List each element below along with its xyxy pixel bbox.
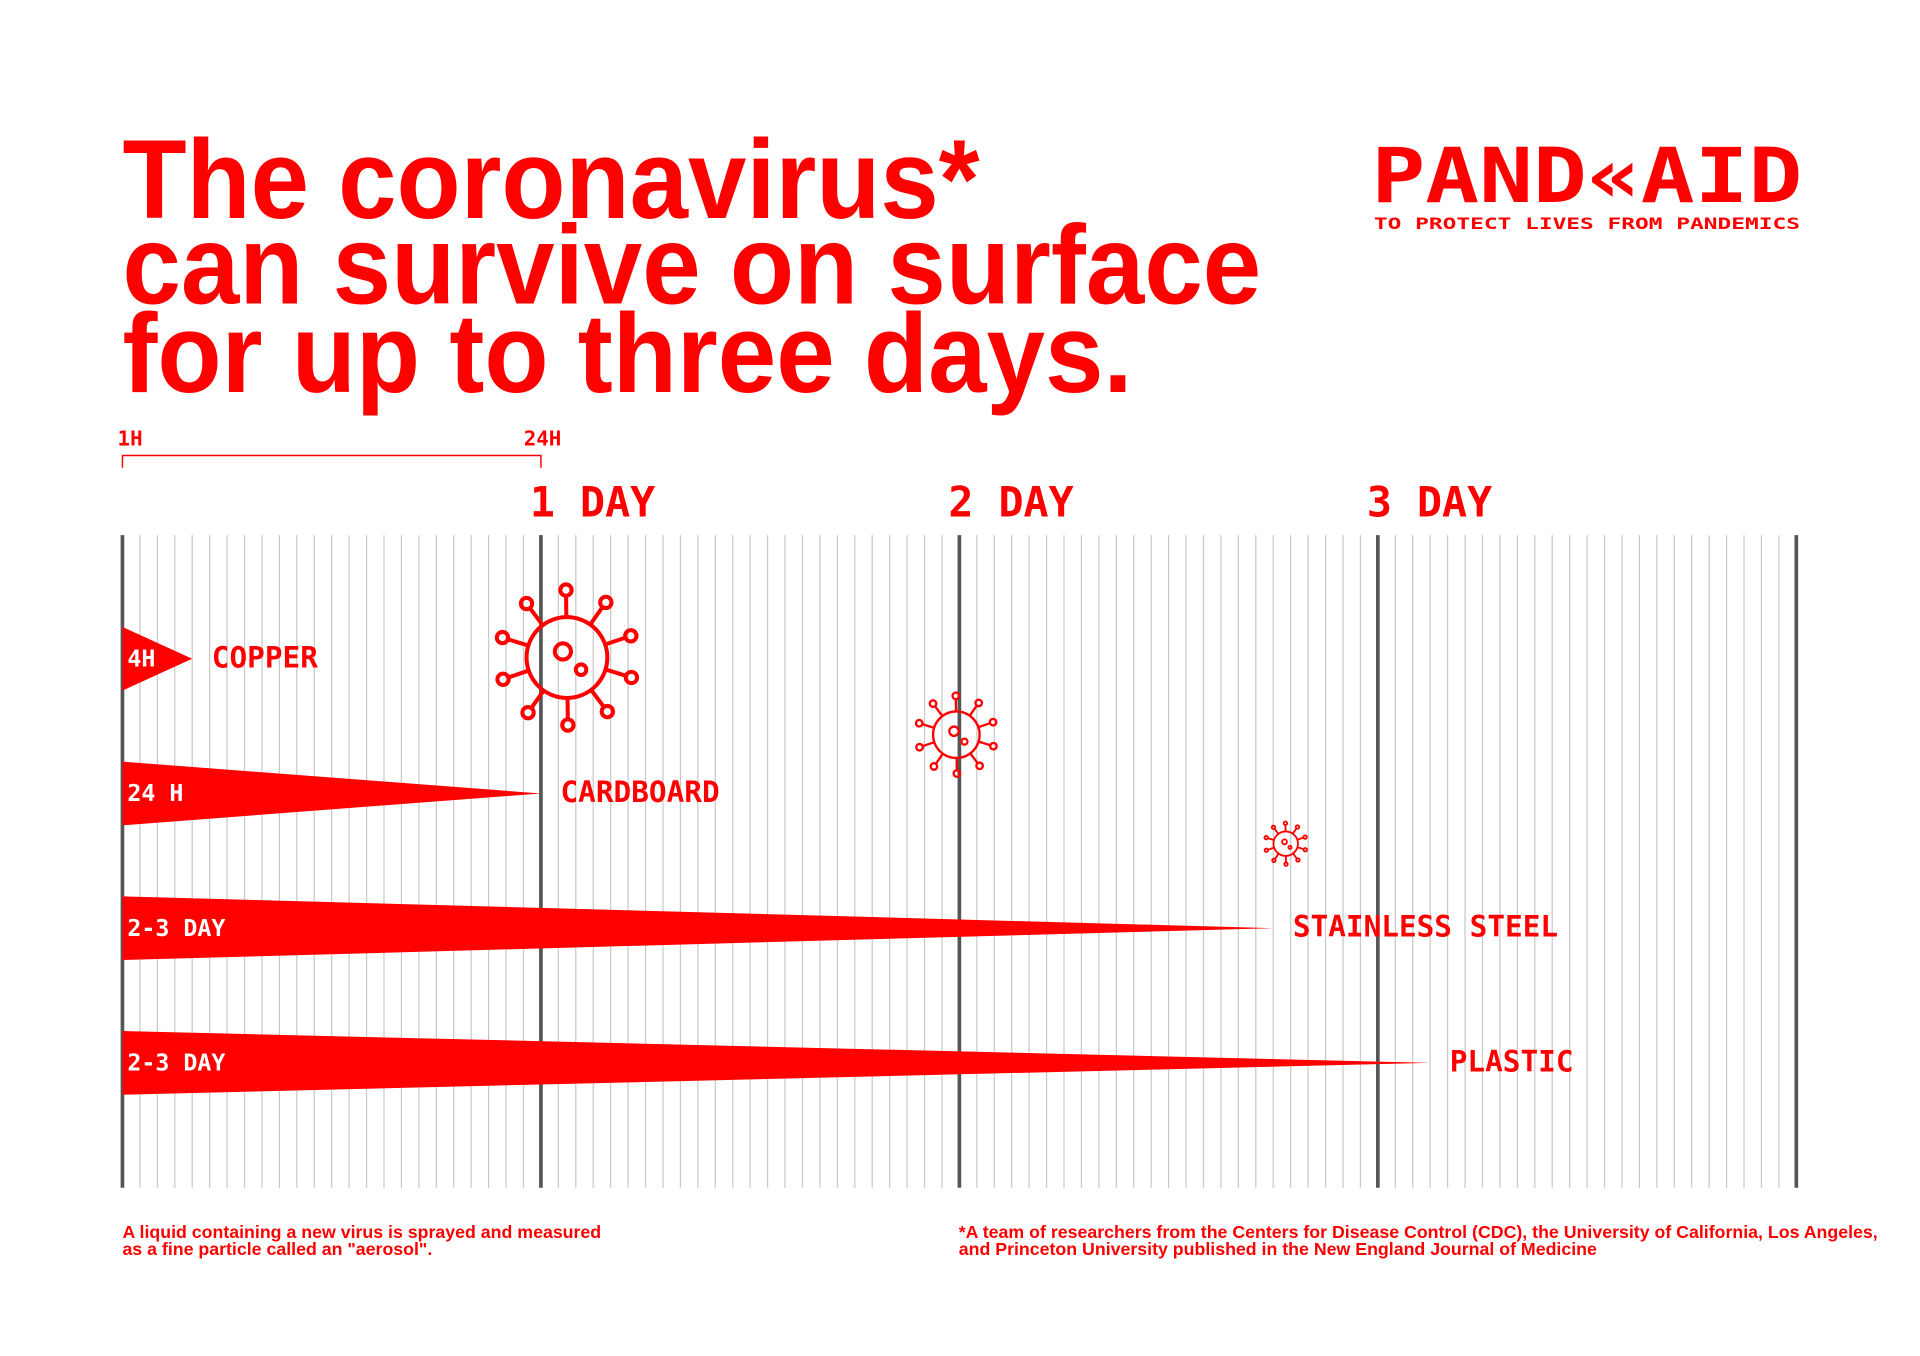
- value-label: 2-3 DAY: [127, 1050, 225, 1077]
- bracket: [121, 454, 542, 468]
- virus-tip: [1282, 820, 1289, 826]
- footnote: and Princeton University published in th…: [959, 1239, 1597, 1259]
- virus-tip: [915, 742, 924, 752]
- virus-tip: [518, 595, 535, 612]
- category-label: STAINLESS STEEL: [1293, 910, 1558, 944]
- virus-tip: [928, 699, 938, 709]
- virus-spike: [921, 741, 935, 748]
- virus-tip: [951, 691, 961, 701]
- virus-body: [1272, 830, 1299, 857]
- virus-icon: [1263, 820, 1308, 867]
- virus-spike: [588, 605, 605, 626]
- bracket-label: 1H: [118, 427, 143, 451]
- virus-dot: [1281, 838, 1288, 846]
- title-line: can survive on surface: [122, 202, 1261, 328]
- virus-tip: [598, 594, 614, 611]
- virus-spike: [969, 752, 979, 765]
- footnote: as a fine particle called an "aerosol".: [122, 1239, 432, 1259]
- virus-icons: [494, 582, 1308, 867]
- virus-tip: [914, 718, 924, 728]
- virus-tip: [988, 717, 998, 727]
- virus-spike: [978, 740, 992, 747]
- virus-dot: [573, 662, 589, 677]
- virus-spike: [933, 705, 944, 717]
- virus-tip: [1302, 834, 1308, 840]
- virus-tip: [520, 705, 536, 721]
- virus-spike: [604, 635, 627, 647]
- virus-tip: [1302, 847, 1308, 853]
- virus-dot: [552, 641, 574, 662]
- virus-spike: [506, 637, 529, 648]
- x-tick-label: 1 DAY: [530, 478, 655, 527]
- virus-tip: [1271, 857, 1277, 864]
- virus-spike: [507, 668, 530, 680]
- value-label: 24 H: [127, 780, 183, 807]
- virus-icon: [914, 691, 998, 778]
- brand-name: PAND«AID: [1371, 132, 1802, 220]
- virus-spike: [604, 667, 628, 678]
- virus-dot: [1287, 844, 1293, 850]
- virus-tip: [1283, 861, 1289, 867]
- virus-body: [931, 710, 981, 760]
- virus-body: [524, 615, 610, 700]
- virus-tip: [623, 669, 640, 686]
- virus-spike: [529, 689, 546, 710]
- x-tick-label: 2 DAY: [948, 478, 1073, 527]
- virus-icon: [494, 582, 640, 733]
- virus-tip: [952, 769, 962, 778]
- virus-tip: [1263, 847, 1269, 853]
- brand-tagline: TO PROTECT LIVES FROM PANDEMICS: [1374, 214, 1800, 233]
- category-label: CARDBOARD: [561, 775, 720, 809]
- bar: [122, 761, 541, 826]
- virus-spike: [921, 722, 935, 729]
- category-label: COPPER: [212, 640, 318, 674]
- virus-spike: [589, 688, 607, 709]
- title-line: for up to three days.: [122, 290, 1132, 416]
- virus-tip: [1263, 834, 1269, 841]
- title-line: The coronavirus*: [122, 116, 979, 242]
- value-label: 4H: [127, 646, 155, 673]
- virus-tip: [989, 741, 998, 751]
- value-label: 2-3 DAY: [127, 915, 225, 942]
- virus-tip: [929, 762, 939, 771]
- virus-tip: [1295, 857, 1301, 863]
- virus-tip: [494, 629, 511, 646]
- category-label: PLASTIC: [1450, 1044, 1574, 1078]
- virus-tip: [623, 628, 639, 644]
- virus-tip: [599, 703, 616, 720]
- virus-tip: [560, 717, 576, 733]
- virus-tip: [975, 761, 985, 771]
- virus-spike: [527, 606, 545, 627]
- virus-spike: [977, 721, 991, 729]
- x-tick-label: 3 DAY: [1367, 478, 1492, 527]
- virus-tip: [1270, 824, 1277, 830]
- footnote: A liquid containing a new virus is spray…: [122, 1222, 601, 1242]
- footnote: *A team of researchers from the Centers …: [959, 1222, 1878, 1242]
- bracket-label: 24H: [524, 427, 562, 451]
- bar: [122, 1031, 1431, 1095]
- bar: [122, 896, 1274, 960]
- virus-spike: [968, 704, 979, 717]
- virus-tip: [558, 582, 574, 598]
- virus-tip: [495, 671, 511, 687]
- marks: 4H COPPER 24 H CARDBOARD 2-3 DAY STAINLESS ST…: [122, 626, 1574, 1095]
- virus-dot: [948, 725, 960, 738]
- virus-dot: [960, 737, 969, 746]
- virus-tip: [1294, 824, 1301, 830]
- virus-tip: [974, 698, 984, 708]
- virus-spike: [934, 753, 944, 765]
- bar: [122, 626, 193, 691]
